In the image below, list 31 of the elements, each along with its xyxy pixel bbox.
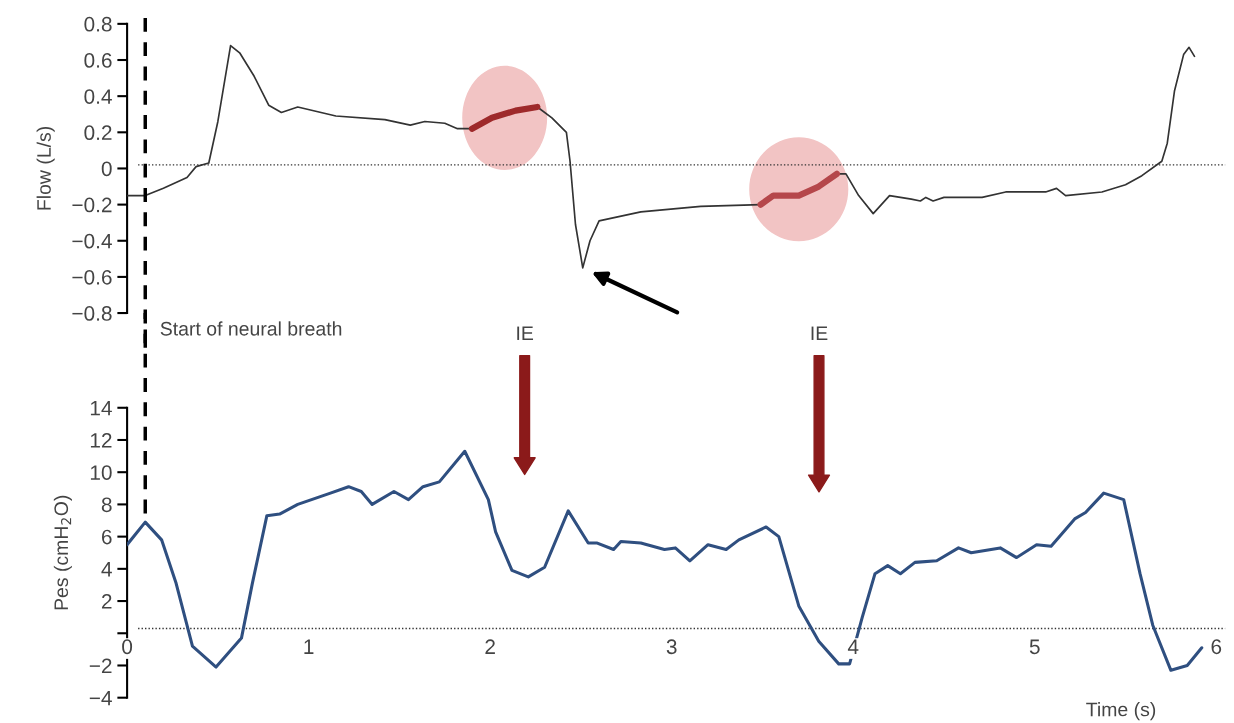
y-tick-label: −0.2 [72,197,112,213]
y-tick-label: 0.2 [84,125,112,141]
text: IE [517,326,534,340]
y-tick-label: 6 [101,529,112,545]
y-tick-label: 0.8 [84,16,112,32]
y-tick-label: −2 [89,658,112,674]
x-tick-label: 0 [122,639,133,655]
x-tick-label: 3 [666,639,677,655]
y-tick-label: 8 [101,497,112,513]
ref-line-label: Start of neural breath [160,321,342,336]
y-tick-label: 0.6 [84,53,112,68]
y-tick-label: 4 [101,562,112,577]
y-tick-label: −0.4 [72,233,112,249]
y-tick-label: 12 [90,432,112,448]
y-tick-label: 2 [101,594,112,609]
y-axis-title: Pes (cmH$_{2}$O) [53,495,72,610]
x-axis-title: Time (s) [1086,702,1156,721]
y-tick-label: 0.4 [84,89,112,104]
text: IE [811,326,828,340]
y-tick-label: −0.6 [72,269,112,285]
y-tick-label: −4 [89,690,112,706]
x-tick-label: 4 [847,639,859,654]
x-tick-label: 2 [485,639,495,654]
x-tick-label: 1 [304,639,314,654]
y-tick-label: 0 [101,161,112,177]
y-tick-label: −0.8 [72,306,112,321]
x-tick-label: 5 [1029,639,1040,655]
y-tick-label: 14 [90,400,112,416]
y-axis-title: Flow (L/s) [36,126,55,210]
x-tick-label: 6 [1211,639,1222,655]
y-tick-label: 10 [90,465,112,480]
